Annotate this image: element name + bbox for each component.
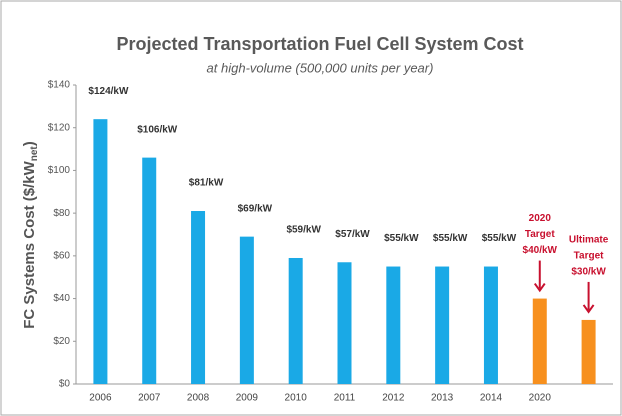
x-tick-label: 2013 [431,393,454,404]
x-tick-label: 2006 [89,393,112,404]
bar [581,319,596,384]
x-tick-label: 2020 [529,393,552,404]
value-label: $40/kW [523,245,558,256]
y-tick-label: $60 [53,250,70,261]
value-label: $59/kW [286,225,321,236]
chart-subtitle: at high-volume (500,000 units per year) [207,60,434,75]
y-tick-label: $40 [53,293,70,304]
x-tick-label: 2008 [187,393,210,404]
y-tick-label: $0 [59,379,71,390]
arrow-head [582,304,595,314]
chart-title: Projected Transportation Fuel Cell Syste… [116,34,523,54]
value-label: $55/kW [433,233,468,244]
value-label: $30/kW [571,267,606,278]
y-tick-label: $140 [48,80,71,91]
bar [239,236,254,384]
y-tick-label: $20 [53,336,70,347]
bar [532,298,547,384]
bar [142,157,157,384]
value-label: $81/kW [189,178,224,189]
x-tick-label: 2007 [138,393,161,404]
y-tick-label: $120 [48,122,71,133]
x-tick-label: 2010 [285,393,308,404]
value-label: $69/kW [238,203,273,214]
annotation: Target [525,229,555,240]
value-label: $57/kW [335,229,370,240]
x-tick-label: 2011 [334,393,356,404]
value-label: $124/kW [88,86,129,97]
annotation: Ultimate [569,235,609,246]
x-tick-label: 2014 [480,393,503,404]
annotation: 2020 [529,213,552,224]
bar [93,119,108,385]
annotation: Target [574,251,604,262]
x-tick-label: 2009 [236,393,259,404]
bar [483,266,498,384]
value-label: $55/kW [482,233,517,244]
y-label-sub: net [29,146,40,162]
y-axis-label: FC Systems Cost ($/kWnet) [21,141,40,329]
y-tick-label: $80 [53,208,70,219]
y-label-main: FC Systems Cost ($/kW [21,160,38,328]
bar [386,266,401,384]
bar [191,211,206,384]
value-label: $106/kW [137,124,178,135]
arrow-head [533,282,546,293]
bar [435,266,450,384]
y-label-end: ) [21,141,38,146]
bar [337,262,352,384]
bar [288,257,303,384]
x-tick-label: 2012 [382,393,405,404]
y-tick-label: $100 [48,165,71,176]
value-label: $55/kW [384,233,419,244]
